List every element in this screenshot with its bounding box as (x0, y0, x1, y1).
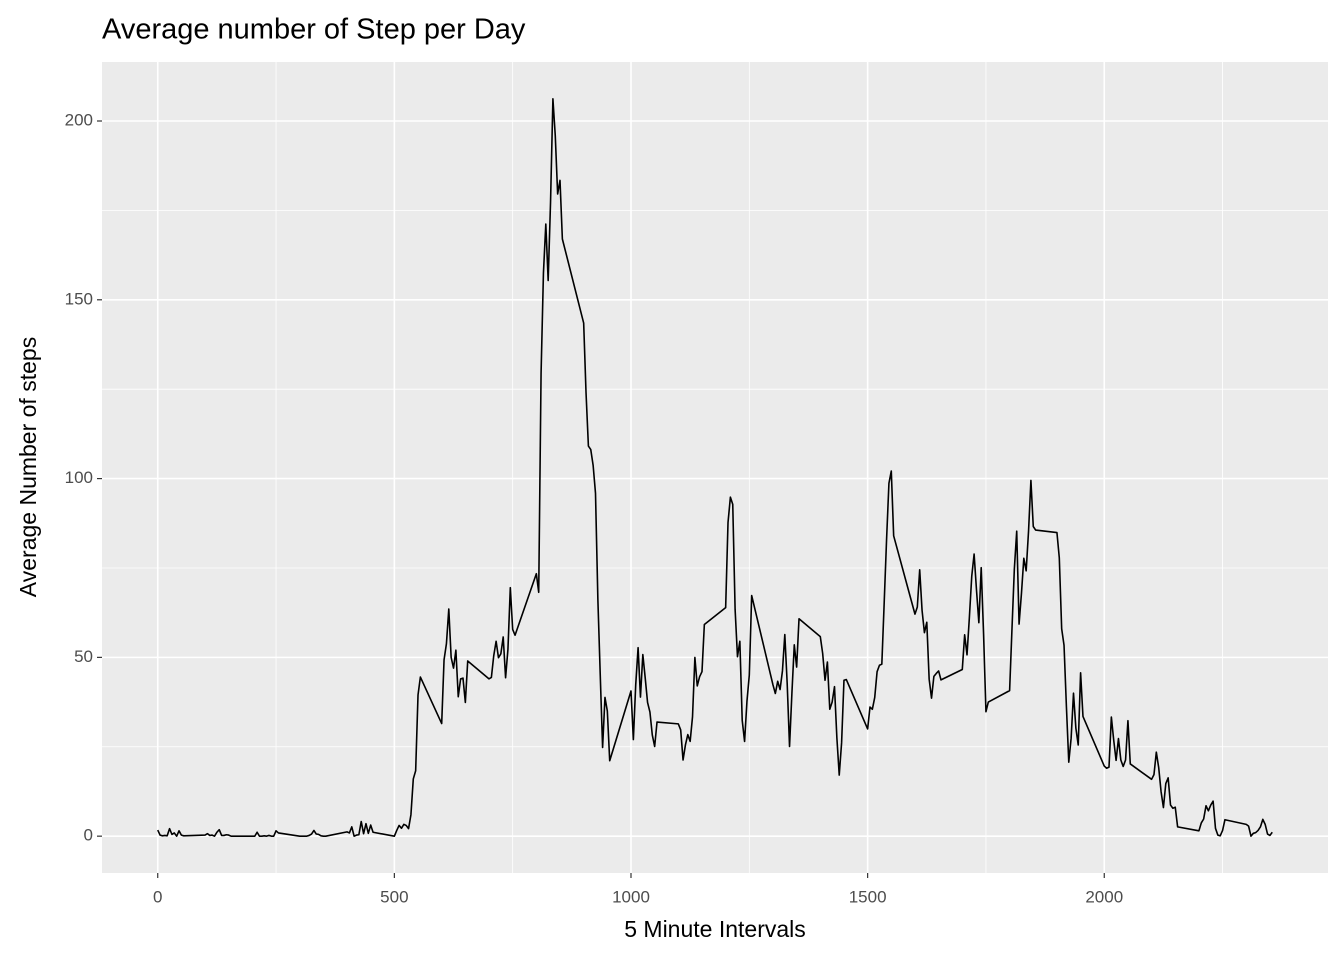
panel (102, 62, 1328, 873)
y-tick-label: 150 (65, 289, 93, 308)
x-tick-label: 2000 (1085, 887, 1123, 906)
x-tick-label: 500 (380, 887, 408, 906)
y-axis-title: Average Number of steps (15, 337, 41, 597)
x-axis-title: 5 Minute Intervals (624, 916, 806, 942)
grid (102, 62, 1328, 873)
y-tick-label: 50 (74, 647, 93, 666)
line (157, 98, 1273, 837)
chart-title: Average number of Step per Day (102, 14, 526, 46)
marks (157, 98, 1273, 837)
y-tick-label: 100 (65, 468, 93, 487)
y-tick-label: 200 (65, 110, 93, 129)
x-tick-label: 0 (153, 887, 162, 906)
x-tick-label: 1500 (849, 887, 887, 906)
y-tick-label: 0 (84, 826, 93, 845)
x-tick-label: 1000 (612, 887, 650, 906)
